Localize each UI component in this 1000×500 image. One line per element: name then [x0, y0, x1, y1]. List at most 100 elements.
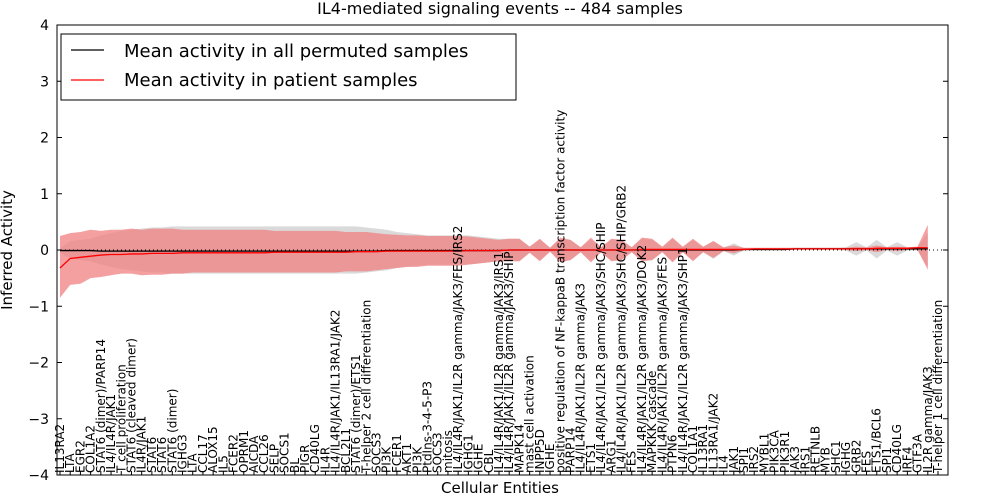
x-tick-label: IGHE	[543, 444, 557, 473]
x-tick-label: IL2R gamma/JAK3	[921, 366, 935, 473]
x-tick-label: IL4/IL4R/JAK1/IL2R gamma/JAK3	[574, 283, 588, 473]
y-axis-label: Inferred Activity	[0, 190, 16, 310]
x-tick-label: PI3K	[410, 446, 424, 473]
x-tick-label: INPP5D	[533, 429, 547, 473]
x-tick-label: MAPK14	[512, 424, 526, 473]
x-tick-label: IL4R	[318, 447, 332, 473]
x-tick-label: JAK3	[788, 446, 802, 474]
x-tick-label: SELP	[267, 444, 281, 473]
x-tick-label: ARG1	[604, 440, 618, 473]
x-tick-label: positive regulation of NF-kappaB transcr…	[553, 110, 567, 473]
x-tick-label: MYB	[819, 447, 833, 473]
x-tick-label: OPRM1	[237, 430, 251, 473]
x-tick-label: ETS1/BCL6	[870, 408, 884, 473]
x-tick-label: IRS1	[798, 446, 812, 473]
x-tick-label: FCER2	[227, 434, 241, 473]
x-tick-label: IL4/IL4R/JAK1/IL2R gamma/JAK3/DOK2	[635, 245, 649, 473]
x-tick-label: IL4/IL4R/JAK1/IL2R gamma/JAK3/FES	[655, 257, 669, 473]
x-tick-label: LTA	[186, 453, 200, 473]
x-tick-label: MAPKKK cascade	[645, 371, 659, 473]
legend: Mean activity in all permuted samples Me…	[60, 33, 517, 101]
x-tick-label: SOCS3	[431, 432, 445, 473]
x-tick-label: mitosis	[441, 430, 455, 473]
y-tick-label: 3	[40, 74, 49, 90]
x-tick-label: PTPN6	[666, 435, 680, 473]
x-tick-label: JAK1	[727, 446, 741, 474]
y-tick-label: −3	[28, 412, 49, 428]
x-tick-label: SPI1	[880, 447, 894, 473]
legend-box	[60, 33, 517, 101]
x-tick-label: STAT6 (dimer)/ETS1	[349, 354, 363, 473]
x-tick-label: IL4/IL4R/JAK1/IL2R gamma/JAK3/IRS1	[492, 252, 506, 473]
patient-mean-line	[59, 247, 928, 269]
x-tick-label: STAT6	[155, 437, 169, 473]
x-tick-label: CCL26	[257, 434, 271, 473]
x-tick-label: MYBL1	[757, 433, 771, 473]
x-tick-label: SOCS3	[369, 432, 383, 473]
x-axis-label: Cellular Entities	[441, 479, 559, 497]
y-tick-label: −4	[28, 468, 49, 484]
y-tick-label: 2	[40, 131, 49, 147]
x-tick-label: LTA	[63, 453, 77, 473]
series-lines	[59, 247, 928, 269]
y-tick-label: 4	[40, 18, 49, 34]
x-tick-label: STAT6 (cleaved dimer)	[124, 338, 138, 473]
x-tick-label: IGHG1	[461, 434, 475, 473]
x-tick-label: mast cell activation	[523, 355, 537, 473]
y-axis-ticks: 4 3 2 1 0 −1 −2 −3 −4	[28, 18, 948, 484]
x-tick-label: CBL	[482, 449, 496, 473]
x-tick-label: IL4/IL4R/JAK1/IL2R gamma/JAK3/FES/IRS2	[451, 226, 465, 473]
x-tick-label: COL1A2	[84, 425, 98, 473]
x-tick-label: SHC1	[829, 440, 843, 473]
x-tick-label: SPI1	[737, 447, 751, 473]
x-tick-label: T-helper 2 cell differentiation	[359, 300, 373, 474]
x-tick-label: ETS1	[584, 443, 598, 473]
x-tick-label: STAT6 (dimer)/PARP14	[94, 339, 108, 473]
x-tick-label: IL4/IL4R/JAK1/IL2R gamma/JAK3/SHC/SHIP/G…	[615, 185, 629, 473]
x-tick-label: BCL2L1	[339, 428, 353, 473]
x-tick-label: GRB2	[849, 439, 863, 473]
x-tick-label: FES	[625, 451, 639, 473]
x-tick-label: T cell proliferation	[114, 364, 128, 474]
x-tick-label: CCL17	[196, 434, 210, 473]
x-tick-label: IGHG3	[176, 434, 190, 473]
x-tick-label: PIK3R1	[778, 431, 792, 473]
x-tick-label: FES	[860, 451, 874, 473]
x-tick-label: IGHG	[839, 442, 853, 473]
x-tick-label: GTF3A	[911, 433, 925, 473]
x-tick-label: ALOX15	[206, 426, 220, 473]
x-tick-label: IL13RA1	[696, 424, 710, 473]
x-tick-label: IL4/IL4R/JAK1/IL2R gamma/JAK3/SHIP	[502, 252, 516, 473]
x-tick-label: IL4/IL4R/JAK1/IL2R gamma/JAK3/SHP1	[676, 247, 690, 473]
y-tick-label: 1	[40, 187, 49, 203]
x-tick-label: PIGR	[298, 445, 312, 473]
x-tick-label: CD40LG	[890, 424, 904, 473]
x-tick-label: EGR2	[73, 440, 87, 473]
y-tick-label: −2	[28, 356, 49, 372]
y-tick-label: −1	[28, 299, 49, 315]
x-tick-label: RETNLB	[808, 426, 822, 473]
x-tick-label: PARP14	[563, 427, 577, 473]
x-tick-label: SOCS1	[278, 432, 292, 473]
x-tick-label: STAT6	[145, 437, 159, 473]
x-tick-label: STAT6 (dimer)	[165, 389, 179, 473]
x-tick-label: AICDA	[247, 435, 261, 473]
x-tick-label: PIK3CA	[768, 429, 782, 473]
x-tick-label: IGHE	[472, 444, 486, 473]
x-tick-label: IL4/IL4R/JAK1/IL2R gamma/JAK3/SHC/SHIP	[594, 222, 608, 473]
x-tick-label: PI3K	[380, 446, 394, 473]
x-tick-label: BL	[288, 458, 302, 473]
x-tick-label: T-helper 1 cell differentiation	[931, 300, 945, 474]
x-tick-label: IL4/IL4R/JAK1/IL13RA1/JAK2	[329, 310, 343, 474]
x-tick-label: CD40LG	[308, 424, 322, 473]
x-tick-label: FCER1	[390, 434, 404, 473]
x-tick-label: IL4/IL4R/JAK1	[104, 394, 118, 473]
chart-title: IL4-mediated signaling events -- 484 sam…	[317, 0, 683, 18]
x-tick-label: COL1A1	[686, 425, 700, 473]
y-tick-label: 0	[40, 243, 49, 259]
legend-label-permuted: Mean activity in all permuted samples	[124, 41, 468, 62]
x-tick-label: IL5	[216, 455, 230, 473]
x-tick-label: PtdIns-3-4-5-P3	[421, 381, 435, 473]
x-tick-label: IL4	[717, 455, 731, 473]
